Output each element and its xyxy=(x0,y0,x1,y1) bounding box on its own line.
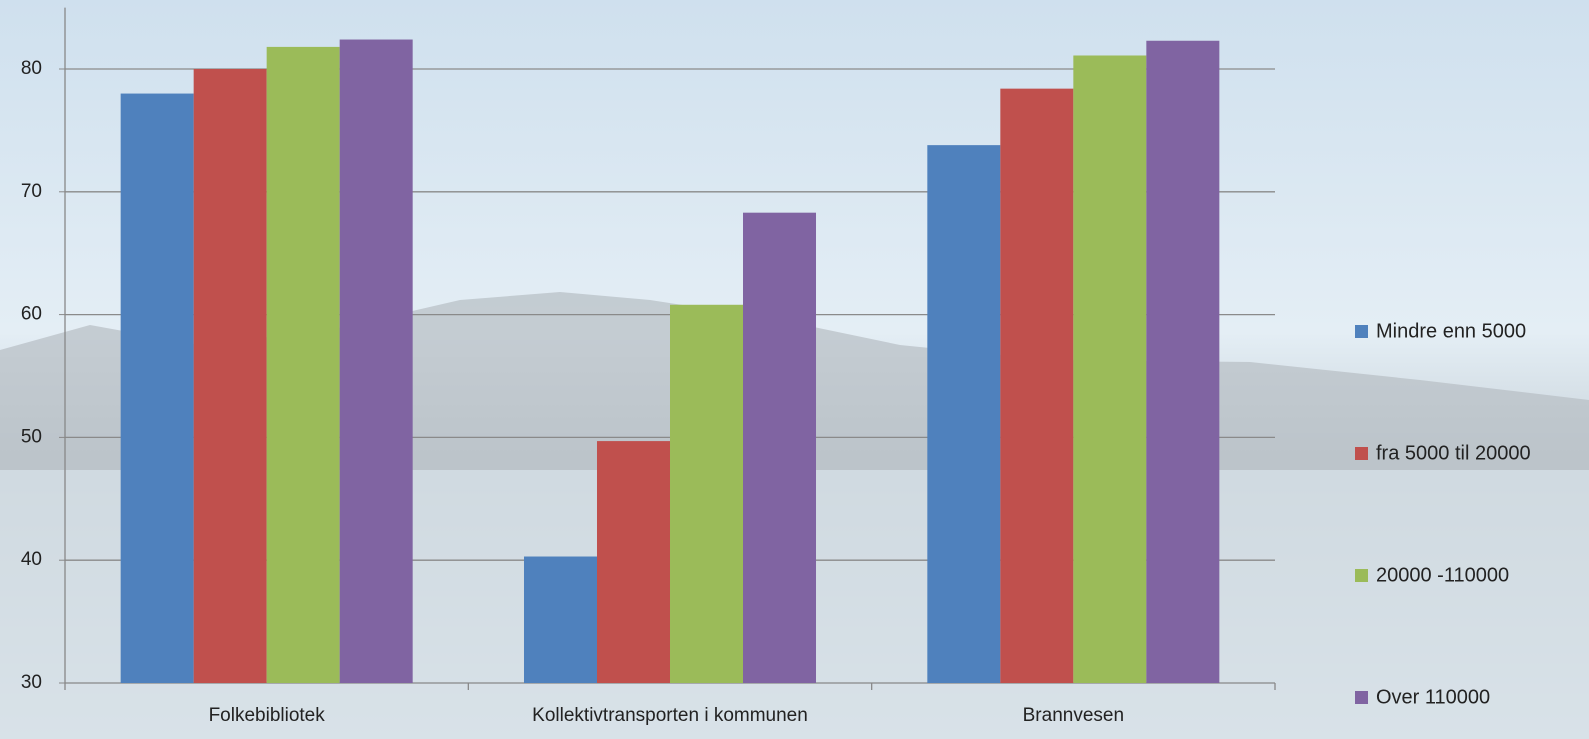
y-tick-label: 60 xyxy=(21,304,42,325)
legend-label: 20000 -110000 xyxy=(1376,564,1509,586)
bar xyxy=(1000,88,1074,683)
legend-swatch xyxy=(1355,325,1368,338)
x-tick-label: Folkebibliotek xyxy=(209,705,326,726)
bar xyxy=(596,441,670,683)
bar xyxy=(120,93,194,683)
bar xyxy=(1073,55,1147,683)
bar xyxy=(670,304,744,683)
y-tick-label: 70 xyxy=(21,181,42,202)
x-tick-label: Kollektivtransporten i kommunen xyxy=(532,705,808,726)
legend-swatch xyxy=(1355,447,1368,460)
bar xyxy=(193,69,267,683)
y-tick-label: 40 xyxy=(21,549,42,570)
y-tick-label: 50 xyxy=(21,426,42,447)
plot-area: 30 40 50 60 70 80 Folkebibliotek Kollektivtrans… xyxy=(21,7,1531,726)
y-tick-label: 80 xyxy=(21,58,42,79)
bar xyxy=(927,145,1001,684)
x-tick-label: Brannvesen xyxy=(1023,705,1124,726)
legend-label: fra 5000 til 20000 xyxy=(1376,442,1531,464)
legend-swatch xyxy=(1355,691,1368,704)
legend-label: Mindre enn 5000 xyxy=(1376,320,1526,342)
legend-label: Over 110000 xyxy=(1376,686,1490,708)
bar xyxy=(339,39,413,683)
y-tick-label: 30 xyxy=(21,672,42,693)
bar xyxy=(743,212,817,683)
bar xyxy=(523,556,597,683)
bar xyxy=(266,46,340,684)
legend-swatch xyxy=(1355,569,1368,582)
bar xyxy=(1146,40,1220,684)
